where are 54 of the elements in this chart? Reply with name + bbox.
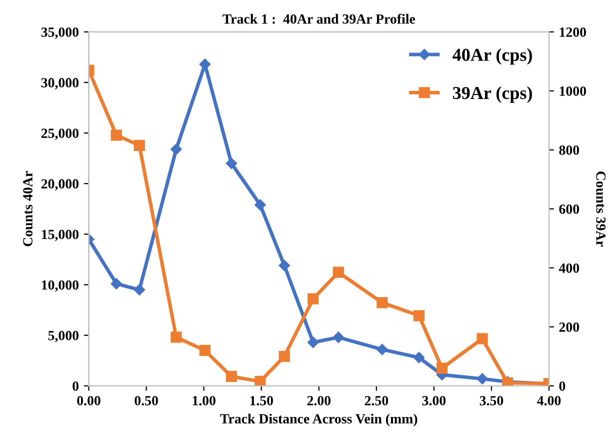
y2-tick-label: 1200	[560, 27, 586, 37]
x-tick-label: 2.50	[364, 396, 388, 406]
point	[476, 333, 488, 344]
y-tick-label: 35,000	[41, 27, 79, 39]
legend-label: 40Ar (cps)	[452, 48, 532, 65]
x-tick-label: 3.00	[422, 396, 446, 406]
y-tick-label: 25,000	[41, 128, 79, 140]
x-tick-label: 1.50	[250, 396, 273, 406]
x-tick-label: 1.00	[192, 396, 216, 406]
point	[134, 140, 145, 152]
point	[332, 332, 344, 343]
point	[199, 344, 211, 356]
y-tick-label: 0	[72, 381, 79, 391]
y2-tick-label: 600	[559, 204, 580, 214]
y-tick-label: 20,000	[41, 179, 79, 191]
point	[332, 266, 344, 278]
x-tick-label: 4.00	[537, 396, 561, 406]
x-axis-title: Track Distance Across Vein (mm)	[220, 414, 418, 426]
point	[110, 278, 122, 290]
point	[476, 373, 488, 384]
y2-axis-title: Counts 39Ar	[596, 172, 606, 247]
point	[226, 370, 238, 382]
point	[226, 158, 238, 169]
y-axis-title: Counts 40Ar	[23, 171, 33, 246]
x-tick-label: 0.00	[77, 396, 100, 406]
point	[308, 293, 319, 304]
y2-tick-label: 0	[559, 381, 566, 391]
point	[170, 144, 182, 155]
y2-tick-label: 1000	[560, 86, 586, 96]
y2-tick-label: 800	[559, 145, 580, 155]
point	[436, 362, 448, 374]
y-tick-label: 30,000	[41, 78, 79, 90]
point	[170, 332, 182, 343]
legend-label: 39Ar (cps)	[453, 86, 532, 103]
point	[308, 336, 319, 348]
y2-tick-label: 200	[559, 322, 580, 332]
point	[413, 310, 425, 322]
x-tick-label: 0.50	[134, 396, 158, 406]
point	[413, 352, 425, 364]
y-tick-label: 10,000	[42, 280, 79, 292]
point	[110, 130, 122, 141]
point	[254, 199, 266, 210]
y2-tick-label: 400	[558, 263, 580, 273]
x-tick-label: 3.50	[480, 396, 504, 406]
chart-title: Track 1 : 40Ar and 39Ar Profile	[222, 14, 416, 24]
x-tick-label: 2.00	[307, 396, 331, 406]
point	[376, 297, 388, 308]
point	[254, 376, 266, 386]
y-tick-label: 15,000	[42, 230, 79, 242]
y-tick-label: 5,000	[48, 330, 79, 342]
point	[278, 350, 290, 362]
point	[134, 284, 145, 296]
point	[278, 260, 290, 272]
point	[376, 344, 388, 356]
